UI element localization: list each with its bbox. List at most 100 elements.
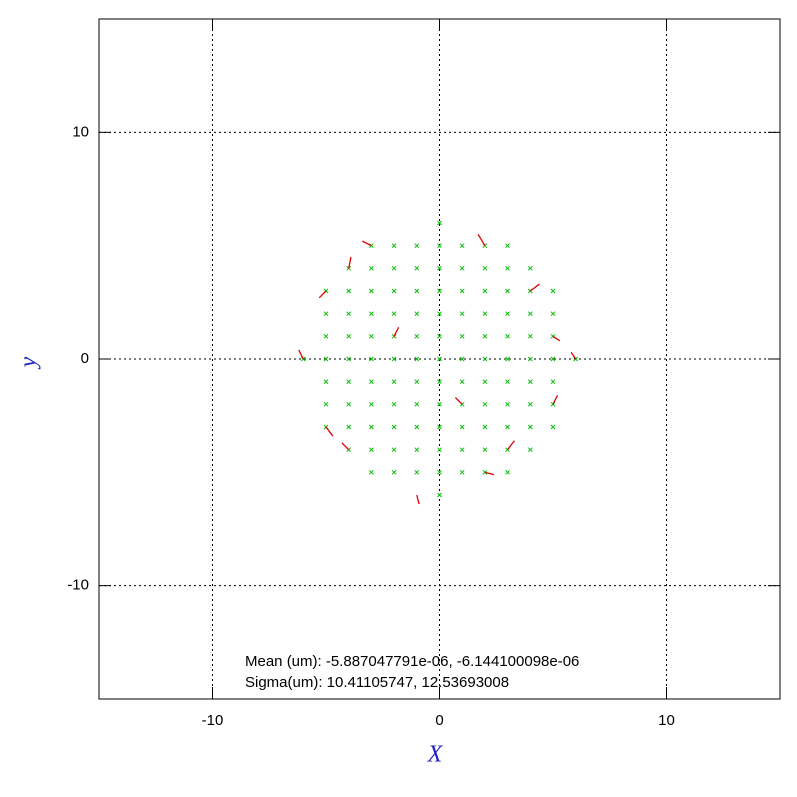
grid-point [346,424,352,430]
grid-point [437,424,442,430]
displacement-vector [393,326,400,337]
grid-point [346,379,352,385]
displacement-vector [552,394,559,405]
grid-point [459,379,465,385]
grid-point [414,311,420,317]
grid-point [414,401,420,407]
grid-point [482,333,488,339]
grid-point [505,243,510,249]
grid-point [527,379,533,385]
grid-point [391,265,397,271]
grid-point [482,401,488,407]
y-tick-label: 10 [72,123,89,140]
grid-point [414,469,420,475]
displacement-vector [348,256,352,269]
grid-point [437,379,442,385]
grid-point [346,288,352,294]
grid-point [414,356,420,362]
grid-point [527,333,533,339]
grid-point [437,243,442,249]
y-axis-label: y [16,356,42,369]
grid-point [437,311,442,317]
grid-point [391,379,397,385]
grid-point [346,333,352,339]
grid-point [459,469,465,475]
displacement-vector [529,283,540,292]
grid-point [323,311,329,317]
displacement-vector [341,442,350,451]
grid-point [505,265,510,271]
grid-point [437,469,442,475]
grid-point [459,356,465,362]
grid-point [437,288,442,294]
displacement-vector [454,397,463,405]
grid-point [505,311,510,317]
displacement-vector [298,349,304,360]
grid-point [346,311,352,317]
displacement-vector [570,351,577,360]
grid-point [369,401,374,407]
grid-point [482,379,488,385]
grid-point [369,469,374,475]
grid-point [527,311,533,317]
grid-point [391,311,397,317]
grid-point [459,311,465,317]
grid-point [550,356,556,362]
grid-point [391,401,397,407]
grid-point [369,288,374,294]
grid-point [459,447,465,453]
grid-point [527,447,533,453]
grid-point [414,333,420,339]
grid-point [482,424,488,430]
grid-point [550,424,556,430]
x-tick-label: 0 [435,712,443,729]
grid-point [459,333,465,339]
x-tick-label: 10 [658,712,675,729]
grid-point [369,333,374,339]
grid-point [391,424,397,430]
grid-point [505,424,510,430]
grid-point [369,379,374,385]
grid-point [527,265,533,271]
grid-point [527,356,533,362]
grid-point [391,469,397,475]
grid-point [391,447,397,453]
annotation: Sigma(um): 10.41105747, 12.53693008 [245,674,509,691]
displacement-vector [507,440,515,451]
displacement-vector [416,494,420,505]
grid-point [369,356,374,362]
grid-point [414,265,420,271]
grid-point [414,379,420,385]
grid-point [550,288,556,294]
x-axis-label: X [427,742,444,768]
grid-point [482,311,488,317]
grid-point [482,265,488,271]
grid-point [323,333,329,339]
grid-point [505,379,510,385]
displacement-vector [362,240,372,247]
displacement-vector [325,426,334,437]
grid-point [505,469,510,475]
grid-point [346,401,352,407]
grid-point [323,356,329,362]
grid-point [346,356,352,362]
displacement-vector [484,471,495,476]
grid-point [369,447,374,453]
grid-point [550,311,556,317]
grid-point [391,243,397,249]
grid-point [505,356,510,362]
grid-point [369,265,374,271]
grid-point [437,356,442,362]
grid-point [482,356,488,362]
grid-point [482,288,488,294]
grid-point [505,401,510,407]
grid-point [414,243,420,249]
grid-point [369,311,374,317]
grid-point [323,379,329,385]
grid-point [414,424,420,430]
grid-point [323,401,329,407]
grid-point [437,447,442,453]
grid-point [459,243,465,249]
